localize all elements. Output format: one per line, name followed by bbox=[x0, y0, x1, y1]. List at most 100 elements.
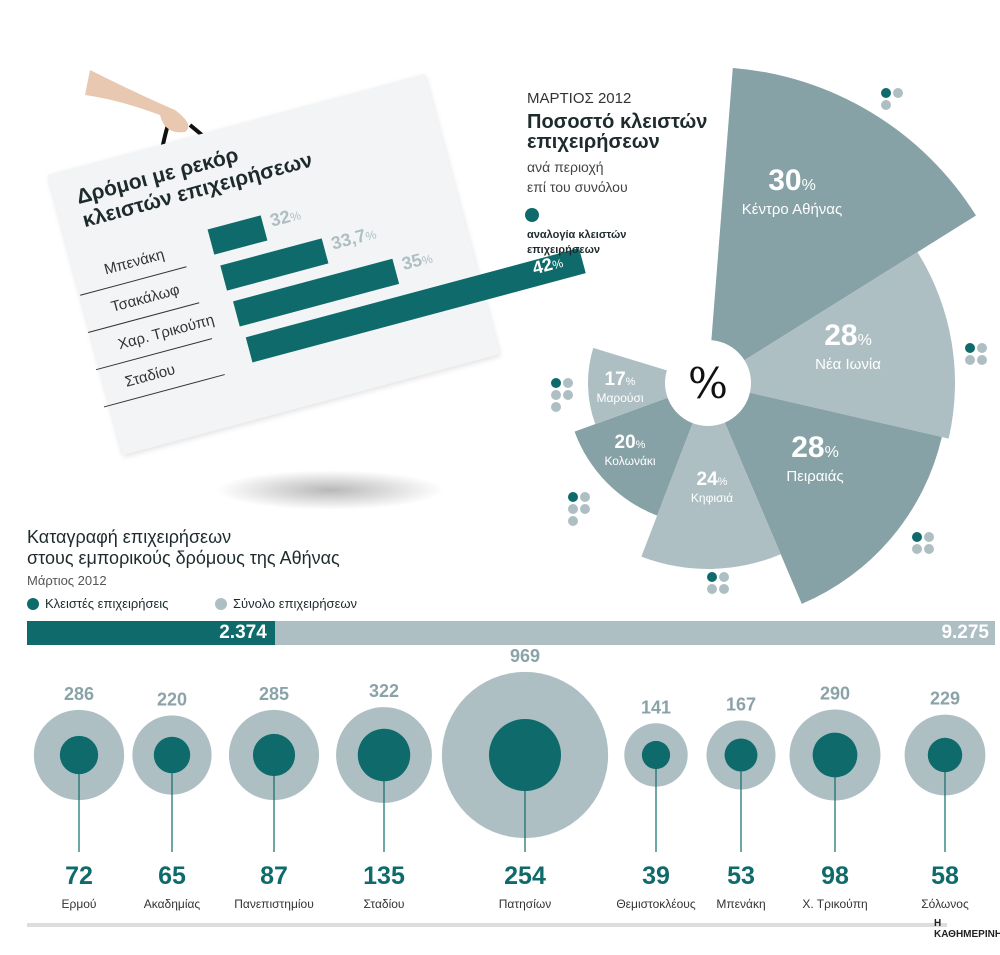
closed-bubble bbox=[724, 738, 758, 772]
total-value-label: 229 bbox=[930, 689, 960, 709]
closed-total-bar: 2.374 bbox=[27, 621, 275, 645]
footer-divider bbox=[27, 923, 947, 927]
street-label: Σταδίου bbox=[364, 897, 405, 911]
polar-subtitle: ανά περιοχή επί του συνόλου bbox=[527, 157, 628, 197]
polar-center bbox=[665, 340, 751, 426]
brand-logo: Η ΚΑΘΗΜΕΡΙΝΗ bbox=[934, 918, 1000, 940]
closed-value-label: 58 bbox=[931, 862, 959, 890]
ratio-dot-icon bbox=[977, 343, 987, 353]
ratio-dot-icon bbox=[568, 516, 578, 526]
closed-bubble bbox=[153, 736, 191, 774]
polar-unit: % bbox=[626, 376, 636, 388]
street-label: Σόλωνος bbox=[921, 897, 969, 911]
total-value-label: 167 bbox=[726, 694, 756, 714]
closed-value-label: 87 bbox=[260, 862, 288, 890]
ratio-dot-icon bbox=[551, 402, 561, 412]
ratio-dot-icon bbox=[881, 100, 891, 110]
ratio-dot-icon bbox=[965, 343, 975, 353]
closed-bubble bbox=[812, 732, 858, 778]
street-label: Χ. Τρικούπη bbox=[802, 897, 867, 911]
ratio-dot-icon bbox=[580, 504, 590, 514]
closed-bubble bbox=[927, 737, 963, 773]
polar-category-label: Νέα Ιωνία bbox=[815, 356, 881, 373]
polar-date: ΜΑΡΤΙΟΣ 2012 bbox=[527, 90, 632, 107]
ratio-dot-icon bbox=[893, 88, 903, 98]
polar-wedge bbox=[574, 383, 708, 516]
total-value-label: 286 bbox=[64, 684, 94, 704]
total-dot-icon bbox=[215, 597, 227, 610]
street-label: Ακαδημίας bbox=[144, 897, 201, 911]
polar-category-label: Κηφισιά bbox=[691, 491, 733, 505]
ratio-dot-icon bbox=[965, 355, 975, 365]
street-label: Θεμιστοκλέους bbox=[616, 897, 696, 911]
legend-total-label: Σύνολο επιχειρήσεων bbox=[233, 596, 358, 611]
polar-subtitle-line2: επί του συνόλου bbox=[527, 179, 628, 195]
legend-total: Σύνολο επιχειρήσεων bbox=[215, 596, 357, 611]
percent-symbol-icon: % bbox=[688, 359, 728, 408]
closed-bubble bbox=[641, 740, 671, 770]
ratio-dot-icon bbox=[707, 572, 717, 582]
total-value-label: 220 bbox=[157, 689, 187, 709]
polar-subtitle-line1: ανά περιοχή bbox=[527, 159, 604, 175]
street-label: Πατησίων bbox=[499, 897, 551, 911]
total-value-label: 285 bbox=[259, 684, 289, 704]
closed-value-label: 135 bbox=[363, 862, 405, 890]
polar-legend-line1: αναλογία κλειστών bbox=[527, 229, 627, 241]
polar-unit: % bbox=[636, 439, 646, 451]
polar-unit: % bbox=[718, 476, 728, 488]
polar-wedge bbox=[708, 252, 956, 439]
polar-category-label: Κολωνάκι bbox=[604, 454, 655, 468]
ratio-dot-icon bbox=[977, 355, 987, 365]
closed-bubble bbox=[488, 718, 562, 792]
bubble-title-line1: Καταγραφή επιχειρήσεων bbox=[27, 527, 232, 547]
closed-value-label: 72 bbox=[65, 862, 93, 890]
ratio-dot-icon bbox=[719, 572, 729, 582]
closed-value-label: 254 bbox=[504, 862, 546, 890]
legend-dot-icon bbox=[525, 208, 539, 222]
hand-icon bbox=[85, 70, 189, 133]
ratio-dot-icon bbox=[924, 532, 934, 542]
polar-title-line1: Ποσοστό κλειστών bbox=[527, 111, 708, 133]
polar-legend: αναλογία κλειστών επιχειρήσεων bbox=[527, 228, 626, 258]
total-value-label: 290 bbox=[820, 684, 850, 704]
polar-wedge bbox=[641, 383, 781, 569]
polar-wedge bbox=[708, 383, 942, 604]
total-value-label: 969 bbox=[510, 646, 540, 666]
polar-unit: % bbox=[825, 444, 839, 461]
bubble-section-title: Καταγραφή επιχειρήσεων στους εμπορικούς … bbox=[27, 527, 340, 569]
total-value-label: 141 bbox=[641, 697, 671, 717]
ratio-dot-icon bbox=[719, 584, 729, 594]
closed-bubble bbox=[252, 733, 296, 777]
polar-unit: % bbox=[858, 332, 872, 349]
closed-dot-icon bbox=[27, 597, 39, 610]
polar-unit: % bbox=[802, 177, 816, 194]
polar-wedge bbox=[708, 67, 976, 383]
ratio-dot-icon bbox=[568, 504, 578, 514]
legend-closed-label: Κλειστές επιχειρήσεις bbox=[45, 596, 169, 611]
street-label: Πανεπιστημίου bbox=[234, 897, 314, 911]
bubble-section-date: Μάρτιος 2012 bbox=[27, 573, 107, 588]
closed-total-value: 2.374 bbox=[219, 622, 267, 643]
closed-value-label: 98 bbox=[821, 862, 849, 890]
polar-category-label: Μαρούσι bbox=[596, 391, 643, 405]
street-label: Ερμού bbox=[62, 897, 97, 911]
overall-total-value: 9.275 bbox=[941, 622, 989, 643]
closed-value-label: 65 bbox=[158, 862, 186, 890]
ratio-dot-icon bbox=[568, 492, 578, 502]
closed-bubble bbox=[59, 735, 99, 775]
polar-category-label: Κέντρο Αθήνας bbox=[742, 201, 842, 218]
ratio-dot-icon bbox=[707, 584, 717, 594]
ratio-dot-icon bbox=[912, 544, 922, 554]
ratio-dot-icon bbox=[924, 544, 934, 554]
polar-wedge bbox=[588, 347, 708, 425]
ratio-dot-icon bbox=[563, 390, 573, 400]
ratio-dot-icon bbox=[551, 390, 561, 400]
closed-bubble bbox=[357, 728, 411, 782]
bag-shadow bbox=[215, 470, 445, 510]
polar-category-label: Πειραιάς bbox=[786, 468, 843, 485]
ratio-dot-icon bbox=[551, 378, 561, 388]
legend-closed: Κλειστές επιχειρήσεις bbox=[27, 596, 168, 611]
polar-legend-line2: επιχειρήσεων bbox=[527, 244, 600, 256]
